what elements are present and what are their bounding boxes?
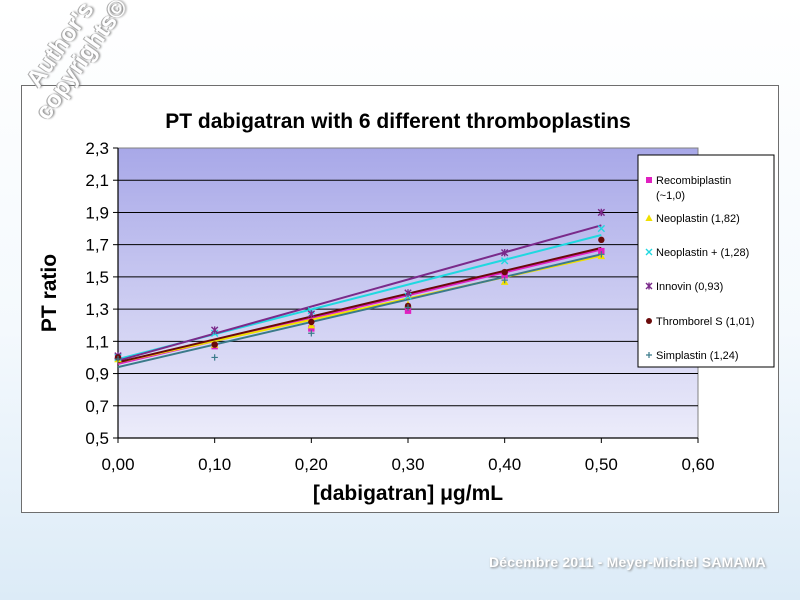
chart-container: PT dabigatran with 6 different thrombopl…: [21, 85, 779, 513]
y-tick-label: 0,7: [85, 397, 109, 416]
y-tick-label: 1,3: [85, 300, 109, 319]
legend-label-5: Simplastin (1,24): [656, 350, 739, 362]
y-tick-label: 1,5: [85, 268, 109, 287]
x-tick-label: 0,20: [295, 455, 328, 474]
legend: Recombiplastin (~1,0) Neoplastin (1,82) Neo…: [637, 154, 775, 368]
footer-credit: Décembre 2011 - Meyer-Michel SAMAMA: [489, 554, 766, 570]
y-tick-label: 2,3: [85, 139, 109, 158]
data-point: [308, 330, 315, 337]
data-point: [598, 236, 605, 244]
y-tick-label: 1,1: [85, 332, 109, 351]
legend-marker-0: [646, 177, 652, 183]
x-tick-label: 0,00: [101, 455, 134, 474]
legend-marker-5: [646, 352, 652, 358]
x-axis-label: [dabigatran] μg/mL: [313, 482, 503, 505]
legend-marker-1: [645, 214, 653, 221]
legend-marker-4: [646, 318, 652, 324]
data-point: [501, 268, 508, 276]
data-point: [500, 249, 509, 257]
y-tick-label: 1,9: [85, 203, 109, 222]
chart: PT dabigatran with 6 different thrombopl…: [38, 110, 775, 505]
x-tick-label: 0,40: [488, 455, 521, 474]
trendline-4: [117, 246, 602, 364]
y-tick-label: 2,1: [85, 171, 109, 190]
data-point: [501, 272, 508, 279]
y-axis-label: PT ratio: [38, 254, 61, 332]
x-tick-label: 0,10: [198, 455, 231, 474]
x-tick-label: 0,30: [391, 455, 424, 474]
data-point: [500, 257, 509, 265]
data-point: [597, 208, 606, 217]
trendline-3: [117, 224, 602, 362]
y-tick-label: 0,5: [85, 429, 109, 448]
legend-label-2: Neoplastin + (1,28): [656, 247, 749, 259]
x-tick-label: 0,50: [585, 455, 618, 474]
data-point: [211, 341, 218, 348]
data-point: [307, 310, 316, 318]
chart-title: PT dabigatran with 6 different thrombopl…: [165, 110, 631, 133]
data-point: [404, 307, 412, 314]
y-tick-label: 0,9: [85, 365, 109, 384]
data-point: [308, 318, 315, 326]
legend-label-4: Thromborel S (1,01): [656, 316, 754, 328]
legend-label-1: Neoplastin (1,82): [656, 213, 740, 225]
legend-marker-2: [645, 248, 653, 256]
legend-label-3: Innovin (0,93): [656, 281, 723, 293]
trendline-5: [117, 253, 602, 369]
data-point: [597, 224, 606, 233]
data-point: [404, 304, 412, 311]
data-point: [114, 355, 122, 363]
data-point: [598, 251, 605, 258]
y-tick-label: 1,7: [85, 236, 109, 255]
data-point: [308, 325, 315, 332]
data-point: [404, 289, 412, 297]
legend-box: [637, 154, 775, 368]
legend-label-0-line2: (~1,0): [656, 190, 685, 202]
legend-marker-3: [645, 282, 653, 290]
data-point: [210, 326, 219, 334]
legend-label-0: Recombiplastin: [656, 175, 731, 187]
data-point: [598, 247, 605, 255]
data-point: [211, 354, 218, 361]
x-tick-label: 0,60: [681, 455, 714, 474]
data-point: [501, 276, 508, 284]
